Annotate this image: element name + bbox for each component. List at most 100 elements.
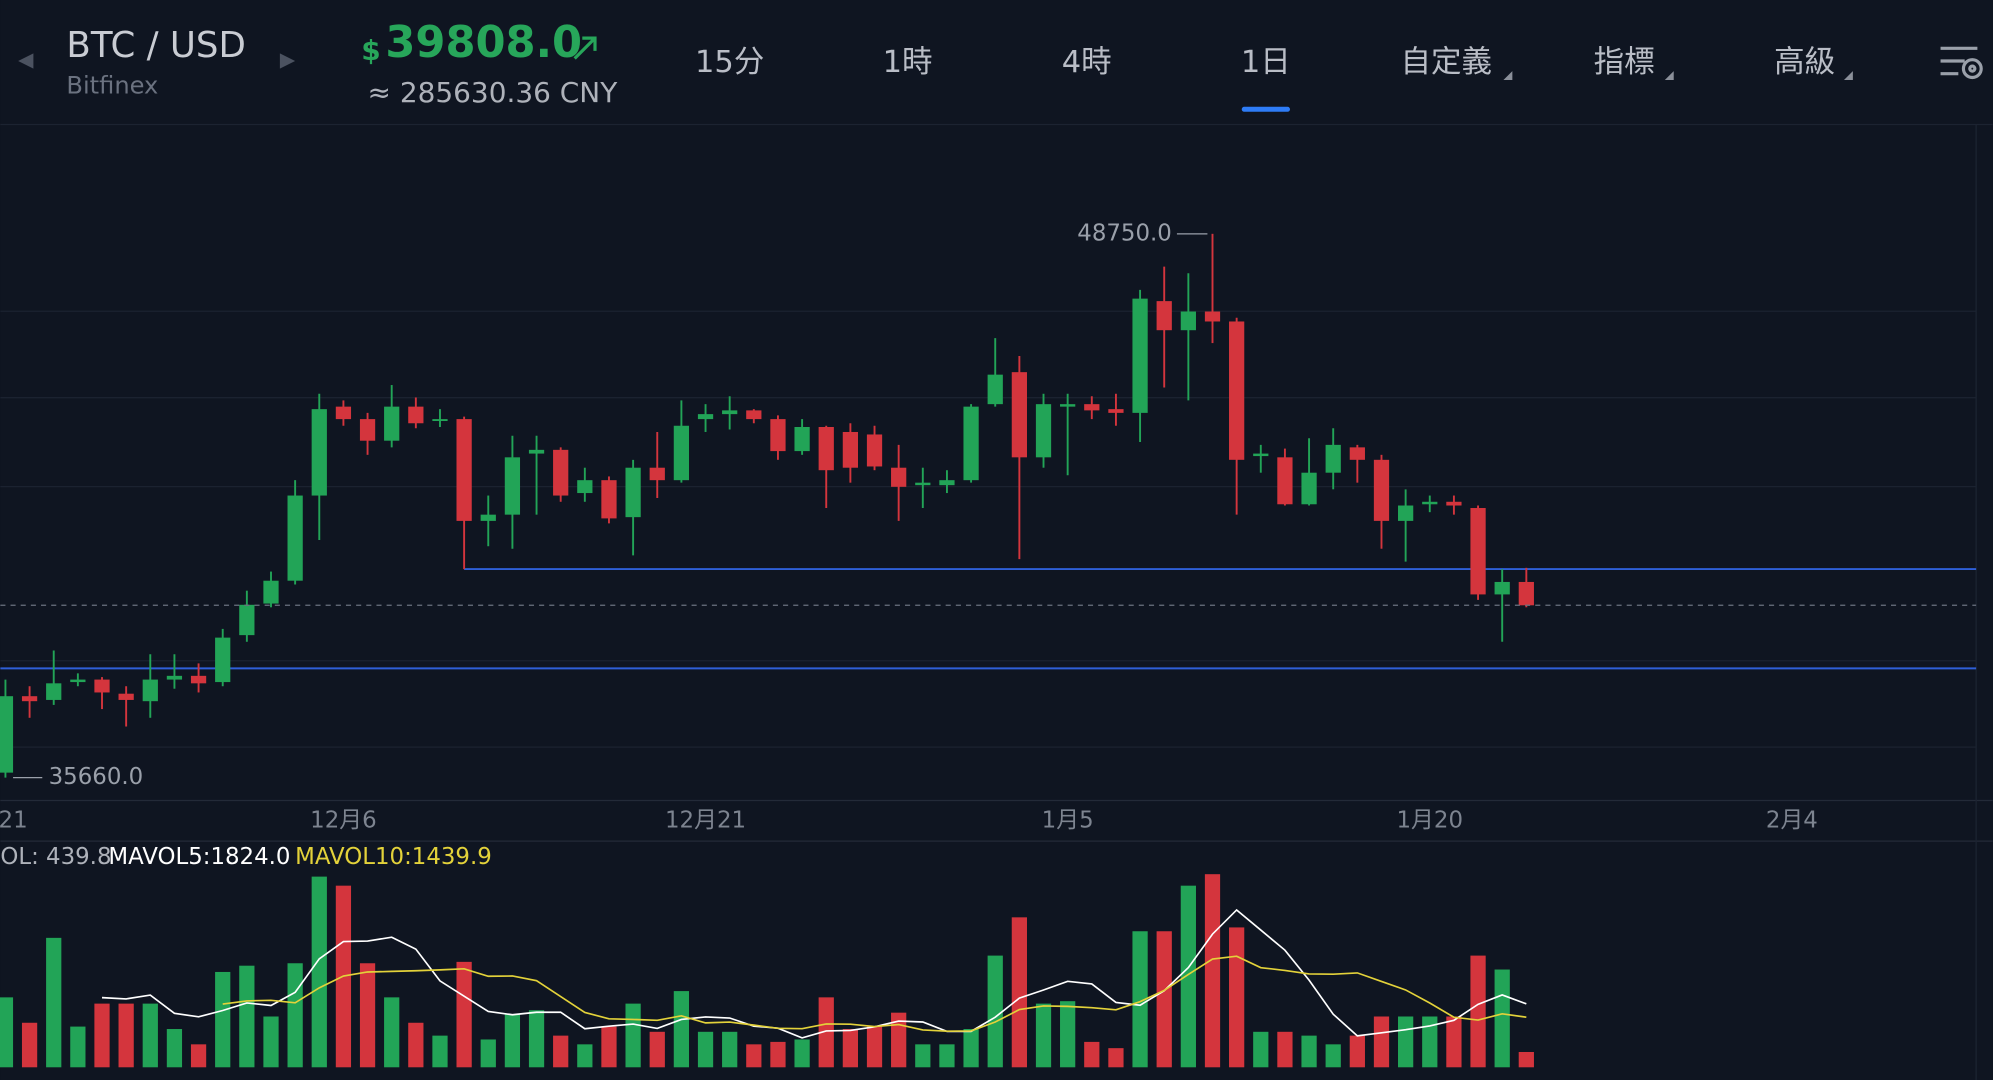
volume-bar bbox=[1229, 927, 1245, 1068]
candle-body bbox=[215, 637, 231, 683]
candle-body bbox=[142, 679, 158, 702]
timeframe-tab[interactable]: 高級 bbox=[1774, 45, 1835, 80]
volume-bar bbox=[528, 1010, 545, 1068]
volume-bar bbox=[118, 1003, 134, 1068]
volume-bar bbox=[456, 961, 472, 1068]
prev-arrow[interactable] bbox=[18, 53, 34, 69]
timeframe-tab[interactable]: 15分 bbox=[695, 45, 764, 80]
candle-body bbox=[1325, 444, 1341, 473]
candle-body bbox=[891, 467, 907, 487]
volume-bar bbox=[1446, 1016, 1462, 1068]
volume-bar bbox=[697, 1031, 714, 1068]
volume-bar bbox=[46, 937, 62, 1068]
annotation-label: 35660.0 bbox=[49, 764, 144, 790]
x-tick-label: 1月5 bbox=[1042, 807, 1094, 833]
volume-label: OL: 439.8 bbox=[0, 844, 111, 870]
candle-body bbox=[456, 419, 472, 521]
candle-body bbox=[0, 696, 14, 773]
volume-bar bbox=[190, 1044, 207, 1068]
candle-body bbox=[239, 604, 255, 636]
candle-body bbox=[1373, 459, 1390, 521]
candle-body bbox=[697, 414, 714, 420]
volume-bar bbox=[1494, 969, 1510, 1068]
volume-bar bbox=[408, 1022, 424, 1068]
volume-bar bbox=[1277, 1031, 1293, 1068]
volume-bar bbox=[287, 963, 303, 1068]
volume-bar bbox=[70, 1026, 86, 1068]
pair[interactable]: BTC / USD bbox=[66, 25, 245, 66]
x-tick-label: 21 bbox=[0, 807, 28, 833]
settings-icon[interactable] bbox=[1940, 46, 1983, 80]
candle-body bbox=[384, 406, 400, 441]
volume-bar bbox=[649, 1031, 665, 1068]
x-tick-label: 1月20 bbox=[1397, 807, 1464, 833]
candle-body bbox=[359, 419, 376, 441]
volume-bar bbox=[1325, 1044, 1341, 1068]
volume-bar bbox=[504, 1014, 521, 1068]
volume-bar bbox=[480, 1039, 496, 1068]
up-arrow-icon bbox=[573, 36, 597, 60]
volume-bar bbox=[1180, 885, 1196, 1068]
grid bbox=[0, 124, 1993, 1080]
volume-bar bbox=[553, 1035, 569, 1068]
candle-body bbox=[94, 679, 110, 693]
candle-body bbox=[335, 406, 352, 420]
candle-body bbox=[770, 419, 786, 452]
timeframe-tab[interactable]: 1時 bbox=[883, 45, 933, 80]
volume-bar bbox=[263, 1016, 279, 1068]
candle-body bbox=[842, 431, 859, 468]
volume-bar bbox=[1349, 1035, 1365, 1068]
candle-body bbox=[1494, 581, 1510, 595]
candle-body bbox=[480, 514, 496, 521]
next-arrow[interactable] bbox=[279, 53, 296, 69]
candle-body bbox=[166, 675, 183, 680]
ma-legend: MAVOL10:1439.9 bbox=[295, 844, 492, 870]
candle-body bbox=[190, 675, 207, 684]
candle-body bbox=[1084, 404, 1100, 411]
candle-body bbox=[118, 693, 134, 700]
volume-bar bbox=[770, 1041, 786, 1068]
volume-bar bbox=[432, 1035, 448, 1068]
volume-bar bbox=[166, 1029, 183, 1068]
candle-body bbox=[866, 434, 883, 467]
timeframe-tab[interactable]: 自定義 bbox=[1401, 45, 1492, 80]
volume-bar bbox=[215, 971, 231, 1068]
volume-bar bbox=[939, 1044, 955, 1068]
volume-bar bbox=[1422, 1016, 1438, 1068]
volume-bar bbox=[891, 1012, 907, 1068]
last-price: 39808.0 bbox=[385, 18, 582, 68]
candle-body bbox=[408, 406, 424, 424]
candle-body bbox=[794, 426, 810, 452]
candle-body bbox=[1518, 581, 1534, 606]
volume-bar bbox=[1035, 1003, 1052, 1068]
candle-body bbox=[432, 419, 448, 422]
timeframe-tab[interactable]: 1日 bbox=[1241, 45, 1291, 80]
timeframe-tab[interactable]: 指標 bbox=[1594, 45, 1655, 80]
candle-body bbox=[939, 480, 955, 486]
volume-bar bbox=[359, 963, 376, 1068]
candle-body bbox=[21, 696, 38, 702]
volume-bar bbox=[1156, 931, 1172, 1068]
candle-body bbox=[1277, 457, 1293, 505]
candle-body bbox=[1398, 505, 1414, 521]
plot-area: 21 12月6 12月21 1月5 1月20 2月4 48750.0 35660.0 OL: 4… bbox=[0, 220, 1977, 1068]
candle-body bbox=[746, 410, 762, 420]
candle-body bbox=[1349, 447, 1365, 460]
volume-bar bbox=[842, 1029, 859, 1068]
volume-bar bbox=[1204, 874, 1221, 1068]
candle-body bbox=[1108, 409, 1124, 413]
x-tick-label: 12月6 bbox=[310, 807, 376, 833]
timeframe-tab[interactable]: 4時 bbox=[1062, 45, 1112, 80]
candle-body bbox=[1204, 311, 1221, 322]
candle-body bbox=[1253, 453, 1269, 457]
volume-bar bbox=[1011, 917, 1027, 1068]
volume-bar bbox=[1060, 1001, 1076, 1068]
volume-bar bbox=[1253, 1031, 1269, 1068]
candle-body bbox=[915, 482, 931, 486]
candle-body bbox=[818, 426, 834, 471]
candle-body bbox=[673, 425, 690, 481]
candle-body bbox=[722, 410, 738, 415]
x-tick-label: 2月4 bbox=[1766, 807, 1818, 833]
candle-body bbox=[1011, 372, 1027, 458]
